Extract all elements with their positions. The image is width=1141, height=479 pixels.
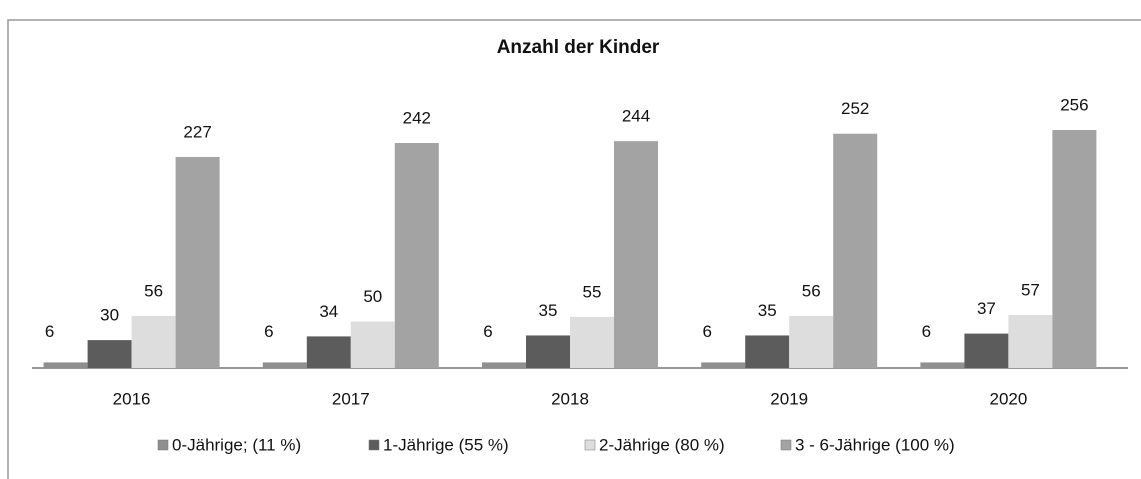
legend-swatch [584, 439, 596, 451]
legend-swatch [368, 439, 380, 451]
legend-label: 2-Jährige (80 %) [599, 435, 725, 454]
x-tick-label: 2019 [770, 389, 808, 408]
legend-label: 1-Jährige (55 %) [383, 435, 509, 454]
value-label: 6 [45, 322, 54, 341]
bar [964, 333, 1009, 368]
value-label: 242 [403, 109, 431, 128]
bar [526, 335, 570, 368]
bar [570, 316, 614, 368]
chart-title: Anzahl der Kinder [497, 37, 660, 58]
value-label: 50 [363, 287, 382, 306]
value-label: 37 [977, 299, 996, 318]
legend-swatch [780, 439, 792, 451]
bar [175, 156, 220, 368]
value-label: 256 [1060, 95, 1088, 114]
bar [482, 362, 526, 368]
value-label: 34 [319, 302, 338, 321]
value-label: 6 [702, 322, 711, 341]
value-label: 35 [758, 301, 777, 320]
legend-label: 3 - 6-Jährige (100 %) [795, 435, 955, 454]
x-tick-label: 2016 [113, 389, 151, 408]
bar [1052, 130, 1097, 368]
bar [745, 335, 790, 368]
bar [262, 362, 307, 368]
value-label: 35 [539, 301, 558, 320]
x-tick-label: 2018 [551, 389, 589, 408]
value-label: 56 [802, 281, 821, 300]
value-label: 30 [100, 306, 119, 325]
value-label: 6 [264, 322, 273, 341]
x-tick-label: 2020 [989, 389, 1027, 408]
value-label: 56 [144, 281, 163, 300]
value-label: 6 [483, 322, 492, 341]
bar [920, 362, 965, 368]
bar [394, 143, 439, 368]
chart-frame [7, 19, 1141, 479]
bar [789, 315, 834, 368]
bar [306, 336, 351, 368]
bar [87, 340, 132, 368]
bar [43, 362, 88, 368]
bar [1008, 315, 1053, 368]
bar [350, 321, 395, 368]
bar [131, 315, 176, 368]
bar [833, 133, 878, 368]
bar [614, 141, 658, 368]
value-label: 57 [1021, 280, 1040, 299]
legend-swatch [157, 439, 169, 451]
value-label: 6 [922, 322, 931, 341]
bar [701, 362, 746, 368]
value-label: 244 [622, 107, 650, 126]
x-tick-label: 2017 [332, 389, 370, 408]
value-label: 227 [183, 122, 211, 141]
legend-label: 0-Jährige; (11 %) [172, 435, 301, 454]
value-label: 55 [583, 282, 602, 301]
value-label: 252 [841, 99, 869, 118]
